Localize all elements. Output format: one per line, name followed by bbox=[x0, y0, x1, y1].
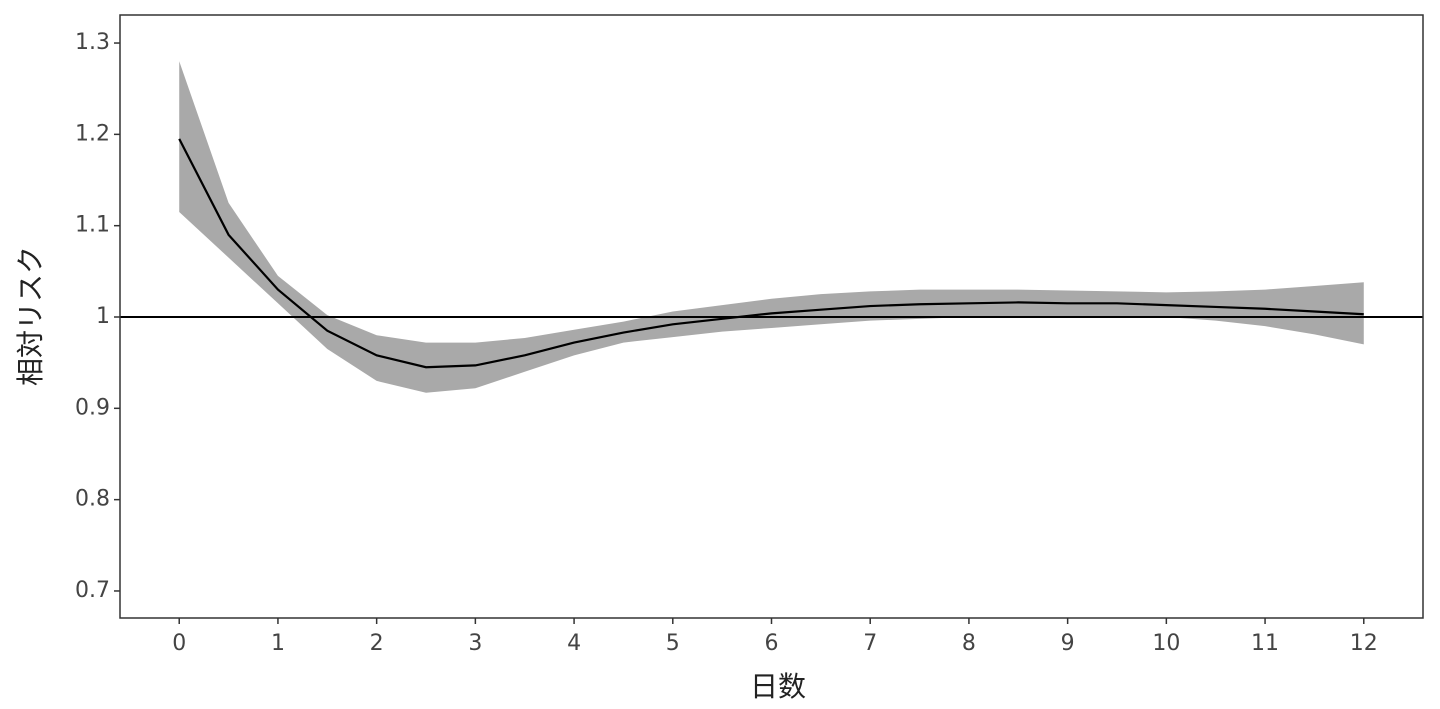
x-axis-title: 日数 bbox=[750, 670, 806, 703]
y-tick-label: 1.2 bbox=[75, 121, 110, 146]
x-tick-label: 8 bbox=[962, 631, 976, 656]
x-tick-label: 2 bbox=[370, 631, 384, 656]
line bbox=[178, 138, 1364, 369]
y-tick-label: 1 bbox=[96, 304, 110, 329]
x-tick-label: 1 bbox=[271, 631, 285, 656]
y-tick-label: 1.1 bbox=[75, 213, 110, 238]
confidence-band bbox=[179, 61, 1364, 393]
y-tick-label: 1.3 bbox=[75, 30, 110, 55]
x-tick-label: 5 bbox=[666, 631, 680, 656]
x-tick-label: 3 bbox=[468, 631, 482, 656]
x-tick-label: 9 bbox=[1061, 631, 1075, 656]
x-tick-label: 7 bbox=[863, 631, 877, 656]
y-tick-label: 0.9 bbox=[75, 395, 110, 420]
x-tick-label: 4 bbox=[567, 631, 581, 656]
x-tick-label: 0 bbox=[172, 631, 186, 656]
y-axis-title: 相対リスク bbox=[14, 246, 47, 386]
y-tick-label: 0.7 bbox=[75, 578, 110, 603]
x-tick-label: 12 bbox=[1350, 631, 1378, 656]
plot-frame bbox=[119, 14, 1424, 619]
x-tick-label: 6 bbox=[765, 631, 779, 656]
x-tick-label: 11 bbox=[1251, 631, 1279, 656]
x-tick-label: 10 bbox=[1152, 631, 1180, 656]
y-tick-label: 0.8 bbox=[75, 487, 110, 512]
